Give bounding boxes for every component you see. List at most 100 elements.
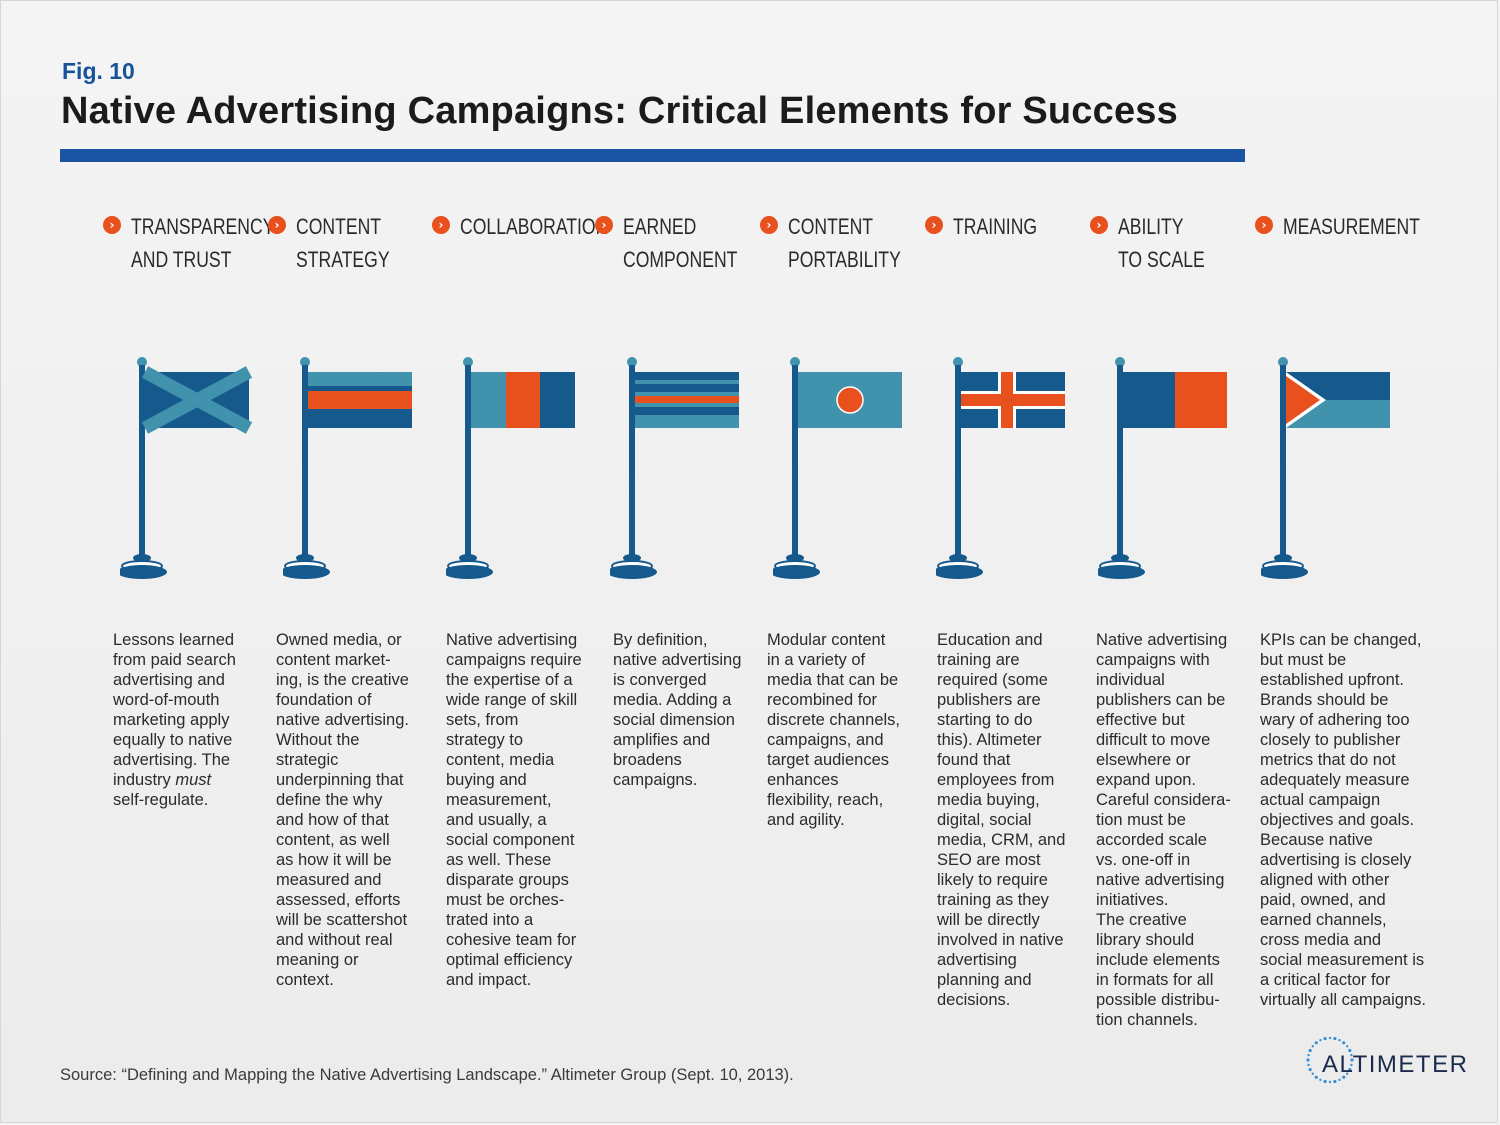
description-line: campaigns require	[446, 651, 582, 669]
element-heading: › EARNED COMPONENT	[595, 210, 755, 276]
description-line: required (some	[937, 671, 1048, 689]
description-line: advertising. The	[113, 751, 231, 769]
description-line: recombined for	[767, 691, 878, 709]
description-line: elsewhere or	[1096, 751, 1191, 769]
description-line: advertising is closely	[1260, 851, 1412, 869]
description-line: underpinning that	[276, 771, 404, 789]
description-line: sets, from	[446, 711, 519, 729]
description-line: media that can be	[767, 671, 899, 689]
description-line: buying and	[446, 771, 527, 789]
description-line: trated into a	[446, 911, 534, 929]
figure-label: Fig. 10	[62, 58, 135, 84]
element-heading-text: CONTENT STRATEGY	[296, 210, 390, 276]
description-line: virtually all campaigns.	[1260, 991, 1426, 1009]
description-line: library should	[1096, 931, 1195, 949]
description-line: the expertise of a	[446, 671, 573, 689]
description-line: equally to native	[113, 731, 233, 749]
description-line: Careful considera-	[1096, 791, 1231, 809]
description-line: difficult to move	[1096, 731, 1211, 749]
heading-line: PORTABILITY	[788, 247, 901, 272]
description-line: wary of adhering too	[1260, 711, 1410, 729]
element-heading-text: TRANSPARENCY AND TRUST	[131, 210, 274, 276]
element-heading: › ABILITY TO SCALE	[1090, 210, 1250, 276]
description-line: aligned with other	[1260, 871, 1390, 889]
circle-flag-icon	[770, 356, 913, 591]
description-line: disparate groups	[446, 871, 569, 889]
element-description: Owned media, or content market-ing, is th…	[276, 630, 409, 990]
description-line: starting to do	[937, 711, 1033, 729]
description-line: SEO are most	[937, 851, 1041, 869]
description-line: foundation of	[276, 691, 372, 709]
description-line: decisions.	[937, 991, 1011, 1009]
heading-line: COLLABORATION	[460, 214, 609, 239]
title-rule	[60, 149, 1245, 162]
description-line: training as they	[937, 891, 1049, 909]
description-line: earned channels,	[1260, 911, 1387, 929]
description-line: a critical factor for	[1260, 971, 1391, 989]
description-line: broadens	[613, 751, 682, 769]
description-line: publishers are	[937, 691, 1041, 709]
description-line: closely to publisher	[1260, 731, 1401, 749]
nordic-cross-flag-icon	[933, 356, 1076, 591]
description-line: measured and	[276, 871, 382, 889]
description-line: advertising and	[113, 671, 225, 689]
altimeter-logo: ALTIMETER	[1300, 1026, 1467, 1086]
description-line: native advertising	[613, 651, 742, 669]
description-line: industry must	[113, 771, 212, 789]
logo-text: ALTIMETER	[1322, 1051, 1469, 1078]
description-line: By definition,	[613, 631, 708, 649]
description-line: and usually, a	[446, 811, 547, 829]
heading-line: TRAINING	[953, 214, 1038, 239]
description-line: adequately measure	[1260, 771, 1410, 789]
description-line: campaigns with	[1096, 651, 1210, 669]
description-line: context.	[276, 971, 334, 989]
description-line: expand upon.	[1096, 771, 1197, 789]
chevron-right-icon: ›	[925, 216, 943, 234]
heading-line: TO SCALE	[1118, 247, 1205, 272]
description-line: involved in native	[937, 931, 1064, 949]
description-line: paid, owned, and	[1260, 891, 1386, 909]
description-line: campaigns, and	[767, 731, 884, 749]
description-line: possible distribu-	[1096, 991, 1220, 1009]
description-line: cross media and	[1260, 931, 1382, 949]
element-description: Modular content in a variety of media that…	[767, 630, 900, 830]
description-line: strategic	[276, 751, 339, 769]
chevron-right-icon: ›	[103, 216, 121, 234]
element-heading-text: ABILITY TO SCALE	[1118, 210, 1205, 276]
element-heading: › CONTENT PORTABILITY	[760, 210, 920, 276]
description-line: advertising	[937, 951, 1017, 969]
description-line: ing, is the creative	[276, 671, 409, 689]
heading-line: EARNED	[623, 214, 697, 239]
element-heading: › TRAINING	[925, 210, 1085, 243]
description-line: define the why	[276, 791, 383, 809]
description-line: in formats for all	[1096, 971, 1214, 989]
description-line: social dimension	[613, 711, 735, 729]
description-line: from paid search	[113, 651, 236, 669]
element-heading: › COLLABORATION	[432, 210, 608, 243]
saltire-flag-icon	[117, 356, 260, 591]
heading-line: CONTENT	[788, 214, 874, 239]
element-heading: › MEASUREMENT	[1255, 210, 1420, 243]
description-line: KPIs can be changed,	[1260, 631, 1422, 649]
description-line: measurement,	[446, 791, 552, 809]
description-line: Without the	[276, 731, 360, 749]
description-line: actual campaign	[1260, 791, 1381, 809]
description-line: digital, social	[937, 811, 1032, 829]
description-line: must be orches-	[446, 891, 565, 909]
description-line: Brands should be	[1260, 691, 1389, 709]
description-line: is converged	[613, 671, 707, 689]
element-heading: › CONTENT STRATEGY	[268, 210, 428, 276]
description-line: as how it will be	[276, 851, 392, 869]
heading-line: STRATEGY	[296, 247, 390, 272]
description-line: effective but	[1096, 711, 1185, 729]
source-citation: Source: “Defining and Mapping the Native…	[60, 1066, 794, 1084]
description-line: will be directly	[937, 911, 1040, 929]
description-line: assessed, efforts	[276, 891, 401, 909]
bicolor-flag-icon	[1095, 356, 1238, 591]
description-line: likely to require	[937, 871, 1048, 889]
description-line: native advertising.	[276, 711, 409, 729]
heading-line: ABILITY	[1118, 214, 1184, 239]
element-description: Native advertising campaigns with individu…	[1096, 630, 1231, 1030]
description-line: optimal efficiency	[446, 951, 573, 969]
